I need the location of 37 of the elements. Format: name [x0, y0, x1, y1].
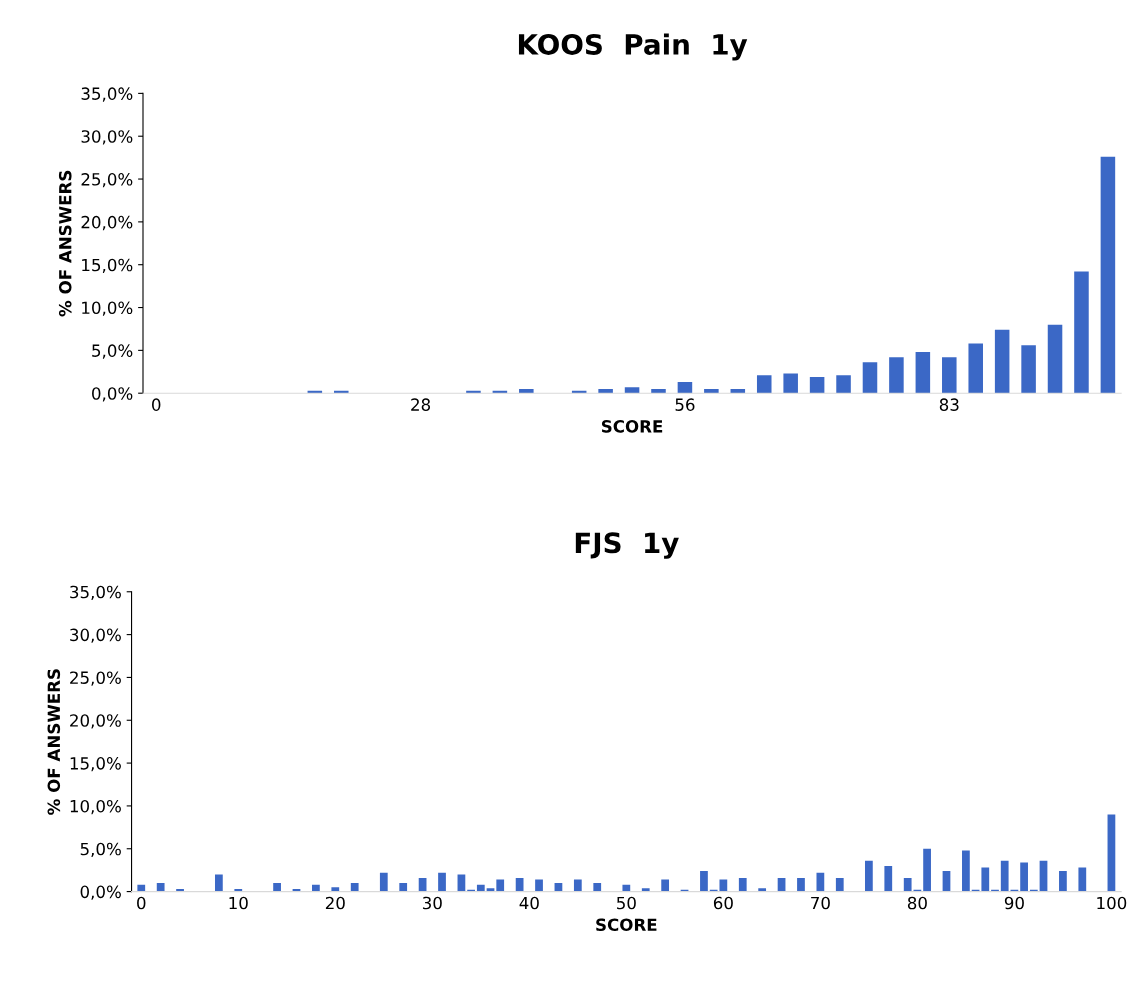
y-tick-label: 30,0%	[70, 628, 121, 643]
x-tick-label: 56	[675, 398, 695, 411]
y-tick-label: 35,0%	[81, 87, 133, 102]
x-tick-label: 40	[519, 896, 539, 910]
x-tick-label: 0	[152, 398, 161, 411]
x-tick-label: 60	[713, 896, 733, 910]
y-axis-title: % OF ANSWERS	[47, 669, 61, 815]
y-tick-label: 0,0%	[92, 387, 133, 402]
y-tick-label: 30,0%	[81, 130, 133, 145]
y-tick-label: 10,0%	[70, 799, 121, 815]
x-tick-label: 50	[617, 896, 636, 910]
y-tick-label: 15,0%	[70, 757, 121, 772]
x-tick-label: 80	[907, 896, 927, 910]
x-tick-label: 10	[229, 896, 248, 910]
x-tick-label: 100	[1097, 896, 1127, 910]
chart-title: KOOS Pain 1y	[518, 33, 748, 61]
y-tick-label: 5,0%	[92, 344, 133, 359]
x-tick-label: 83	[939, 398, 959, 411]
y-tick-label: 35,0%	[70, 585, 121, 601]
y-tick-label: 20,0%	[81, 215, 133, 231]
y-tick-label: 20,0%	[70, 714, 121, 729]
x-tick-label: 90	[1004, 896, 1024, 910]
y-tick-label: 5,0%	[80, 842, 121, 858]
y-tick-label: 10,0%	[82, 301, 133, 316]
x-tick-label: 28	[411, 398, 431, 411]
y-tick-label: 25,0%	[81, 173, 133, 188]
y-tick-label: 0,0%	[80, 885, 121, 900]
x-tick-label: 70	[811, 896, 830, 910]
x-axis-title: SCORE	[601, 420, 663, 433]
x-tick-label: 0	[137, 896, 146, 910]
x-tick-label: 30	[422, 896, 442, 910]
x-tick-label: 20	[325, 896, 345, 910]
x-axis-title: SCORE	[596, 918, 657, 932]
y-tick-label: 25,0%	[70, 671, 121, 686]
y-tick-label: 15,0%	[82, 258, 133, 273]
y-axis-title: % OF ANSWERS	[58, 170, 72, 317]
chart-title: FJS 1y	[575, 532, 679, 559]
